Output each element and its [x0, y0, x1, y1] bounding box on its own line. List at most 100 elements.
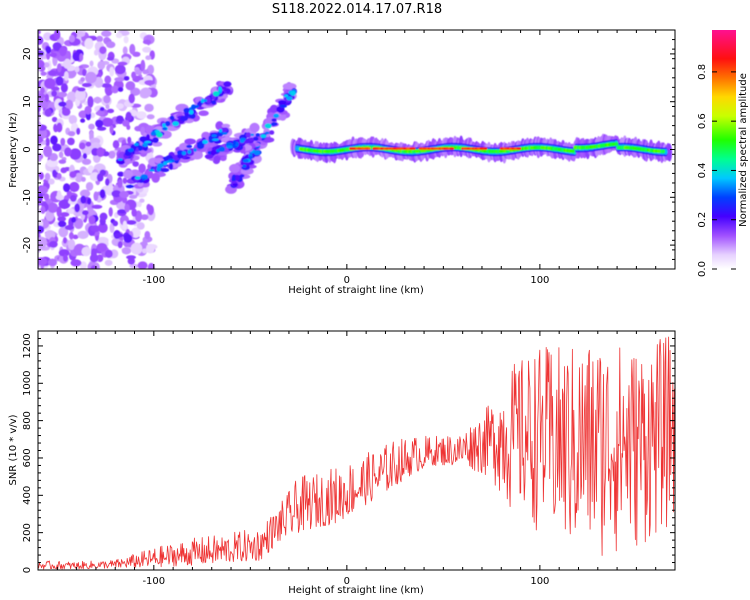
- heatmap-cell: [87, 96, 94, 108]
- heatmap-cell: [271, 118, 277, 122]
- heatmap-cell: [206, 99, 211, 104]
- heatmap-cell: [72, 234, 79, 240]
- heatmap-cell: [148, 169, 155, 172]
- heatmap-cell: [213, 155, 221, 163]
- heatmap-cell: [44, 108, 52, 117]
- heatmap-cell: [95, 119, 104, 128]
- heatmap-cell: [31, 262, 37, 268]
- heatmap-cell: [68, 114, 78, 125]
- snr-background: [38, 331, 675, 570]
- heatmap-cell: [98, 222, 108, 234]
- heatmap-cell: [99, 212, 108, 221]
- heatmap-cell: [162, 123, 166, 128]
- heatmap-cell: [117, 209, 127, 214]
- heatmap-cell: [38, 153, 42, 162]
- heatmap-cell: [88, 215, 96, 225]
- heatmap-cell: [451, 147, 455, 150]
- heatmap-cell: [156, 166, 161, 172]
- colorbar-ticks: 0.0 0.2 0.4 0.6 0.8: [697, 64, 736, 277]
- heatmap-cell: [156, 132, 163, 138]
- heatmap-cell: [44, 93, 50, 103]
- heatmap-cell: [58, 226, 69, 238]
- heatmap-cell: [129, 256, 135, 262]
- heatmap-cell: [61, 107, 71, 117]
- heatmap-cell: [123, 75, 130, 81]
- heatmap-cell: [52, 169, 57, 177]
- heatmap-cell: [68, 34, 76, 43]
- heatmap-cell: [147, 64, 155, 75]
- heatmap-cell: [60, 212, 70, 217]
- heatmap-cell: [124, 203, 130, 213]
- heatmap-cell: [264, 131, 270, 135]
- heatmap-cell: [125, 184, 135, 189]
- heatmap-cell: [48, 240, 58, 248]
- heatmap-cell: [77, 230, 89, 239]
- heatmap-cell: [82, 69, 87, 77]
- heatmap-cell: [58, 151, 64, 159]
- heatmap-cell: [111, 85, 119, 94]
- y-tick-label: 1200: [22, 333, 33, 358]
- heatmap-cell: [55, 76, 64, 86]
- heatmap-cell: [112, 140, 120, 149]
- heatmap-cell: [64, 147, 72, 157]
- heatmap-cell: [117, 159, 125, 165]
- heatmap-cell: [44, 78, 56, 89]
- heatmap-cell: [85, 182, 94, 191]
- heatmap-cell: [74, 203, 80, 213]
- heatmap-cell: [88, 123, 95, 130]
- heatmap-cell: [45, 137, 50, 148]
- heatmap-cell: [245, 132, 252, 138]
- heatmap-cell: [58, 199, 71, 210]
- heatmap-cell: [53, 30, 61, 40]
- snr-panel: -100 0 100 0 200 400 600 800 1000 1200 Height of…: [8, 330, 676, 596]
- heatmap-cell: [248, 156, 253, 160]
- heatmap-cell: [252, 136, 259, 141]
- heatmap-cell: [84, 38, 94, 50]
- heatmap-cell: [97, 60, 106, 70]
- heatmap-cell: [81, 210, 89, 216]
- y-tick-label: 20: [22, 48, 33, 61]
- heatmap-cell: [202, 139, 209, 145]
- snr-series-line: [38, 336, 675, 570]
- heatmap-cell: [51, 90, 58, 97]
- heatmap-cell: [198, 110, 209, 117]
- heatmap-cell: [662, 149, 666, 154]
- heatmap-cell: [103, 94, 111, 104]
- heatmap-cell: [286, 96, 293, 101]
- heatmap-cell: [38, 213, 39, 218]
- heatmap-cell: [282, 82, 297, 90]
- heatmap-cell: [140, 87, 152, 98]
- heatmap-cell: [109, 125, 114, 134]
- heatmap-cell: [50, 135, 58, 145]
- heatmap-cell: [108, 181, 113, 193]
- heatmap-cell: [125, 81, 136, 91]
- heatmap-cell: [138, 145, 143, 152]
- heatmap-cell: [269, 130, 275, 135]
- heatmap-cell: [43, 62, 50, 68]
- heatmap-cell: [235, 174, 240, 182]
- heatmap-cell: [128, 93, 135, 104]
- heatmap-cell: [126, 220, 137, 225]
- heatmap-cell: [101, 83, 112, 88]
- heatmap-cell: [193, 148, 197, 152]
- heatmap-cell: [68, 232, 74, 240]
- heatmap-cell: [211, 100, 217, 105]
- heatmap-cell: [82, 153, 88, 160]
- heatmap-cell: [144, 140, 152, 144]
- heatmap-cell: [219, 146, 226, 152]
- heatmap-cell: [115, 32, 123, 39]
- heatmap-cell: [142, 69, 149, 75]
- heatmap-cell: [58, 159, 67, 164]
- heatmap-cell: [139, 198, 145, 203]
- heatmap-cell: [106, 108, 115, 114]
- heatmap-cell: [124, 151, 132, 156]
- heatmap-cell: [108, 207, 113, 217]
- heatmap-cell: [484, 147, 488, 150]
- heatmap-cell: [117, 241, 123, 249]
- heatmap-cell: [145, 243, 155, 254]
- heatmap-cell: [60, 137, 66, 146]
- heatmap-cell: [38, 59, 45, 69]
- heatmap-cell: [218, 86, 222, 92]
- heatmap-cell: [125, 111, 132, 121]
- heatmap-cell: [191, 150, 203, 160]
